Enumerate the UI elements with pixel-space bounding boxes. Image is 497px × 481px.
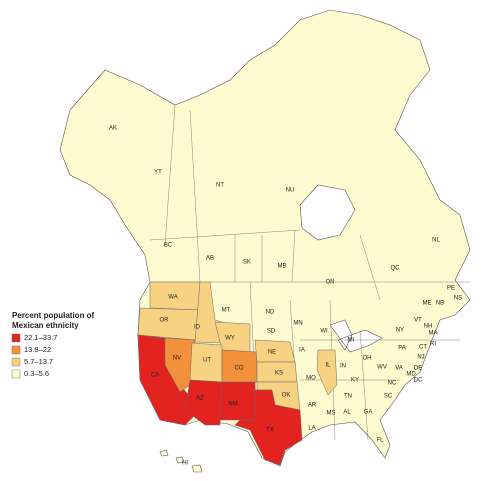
region-label: MB — [278, 264, 287, 270]
region-label: NY — [396, 328, 404, 334]
region-label: NH — [424, 324, 433, 330]
region-label: AL — [343, 410, 351, 416]
region-label: IL — [325, 363, 331, 369]
region-label: WI — [320, 329, 328, 335]
legend-title: Mexican ethnicity — [12, 321, 79, 330]
region-label: KY — [351, 378, 359, 384]
region-label: RI — [430, 342, 436, 348]
region-label: NB — [436, 301, 444, 307]
region-label: BC — [164, 243, 173, 249]
region-label: MN — [293, 321, 302, 327]
region-label: LA — [308, 426, 315, 432]
legend-label: 13.8–22 — [24, 345, 51, 354]
region-label: OR — [160, 318, 170, 324]
region-label: AR — [308, 403, 317, 409]
region-label: IN — [340, 364, 346, 370]
region-label: HI — [182, 461, 188, 467]
legend-title: Percent population of — [12, 311, 95, 320]
legend-swatch — [11, 333, 21, 343]
region-label: NJ — [417, 355, 424, 361]
region-label: MD — [406, 372, 416, 378]
region-label: AZ — [196, 396, 204, 402]
region-label: ME — [423, 301, 432, 307]
legend-label: 5.7–13.7 — [24, 357, 53, 366]
region-label: PA — [398, 346, 406, 352]
region-label: KS — [275, 371, 283, 377]
region-label: MT — [222, 308, 231, 314]
region-label: CT — [419, 345, 427, 351]
region-label: NV — [173, 356, 181, 362]
region-labels: AK YT NT NU BC AB SK MB ON QC NL PE NS NB WA OR CA NV ID MT… — [109, 126, 462, 467]
region-label: DC — [414, 378, 423, 384]
region-label: VA — [395, 366, 403, 372]
region-label: GA — [364, 410, 373, 416]
region-label: NS — [454, 296, 462, 302]
region-label: MA — [429, 331, 438, 337]
region-label: AK — [109, 126, 117, 132]
region-label: ON — [326, 280, 335, 286]
region-label: SC — [384, 394, 393, 400]
legend-swatch — [11, 357, 21, 367]
region-label: IA — [299, 348, 305, 354]
state-shape — [137, 307, 201, 341]
region-label: MI — [348, 338, 355, 344]
state-shape — [164, 337, 196, 393]
region-label: TN — [344, 394, 352, 400]
state-shapes — [137, 281, 338, 466]
region-label: NT — [216, 183, 224, 189]
hawaii — [159, 449, 203, 473]
region-label: WY — [225, 336, 235, 342]
great-lakes — [329, 319, 383, 353]
region-label: AB — [206, 256, 214, 262]
region-label: MS — [327, 411, 336, 417]
region-label: QC — [391, 266, 401, 272]
region-label: MO — [306, 376, 316, 382]
region-label: OH — [363, 356, 372, 362]
region-label: FL — [376, 438, 384, 444]
region-label: TX — [266, 428, 274, 434]
region-label: VT — [414, 318, 422, 324]
region-label: WA — [168, 295, 177, 301]
state-shape — [234, 389, 303, 466]
region-label: NL — [432, 238, 440, 244]
region-label: DE — [414, 366, 422, 372]
region-label: NU — [286, 188, 295, 194]
legend-swatch — [11, 345, 21, 355]
region-label: ID — [194, 325, 201, 331]
state-shape — [316, 349, 338, 396]
region-label: SK — [243, 260, 251, 266]
hudson-bay — [299, 184, 356, 241]
region-label: WV — [377, 365, 387, 371]
region-label: NM — [228, 402, 237, 408]
legend-label: 0.3–5.6 — [24, 369, 49, 378]
legend-label: 22.1–33.7 — [24, 333, 57, 342]
region-label: UT — [203, 358, 211, 364]
region-label: ND — [266, 310, 275, 316]
state-shape — [184, 379, 223, 426]
region-label: NC — [388, 381, 397, 387]
region-label: CA — [151, 373, 159, 379]
region-label: YT — [154, 170, 162, 176]
state-shape — [194, 281, 223, 344]
region-label: CO — [235, 366, 244, 372]
region-label: PE — [447, 286, 455, 292]
region-label: OK — [282, 393, 291, 399]
region-label: NE — [268, 350, 276, 356]
region-label: SD — [267, 329, 276, 335]
legend-swatch — [11, 369, 21, 379]
